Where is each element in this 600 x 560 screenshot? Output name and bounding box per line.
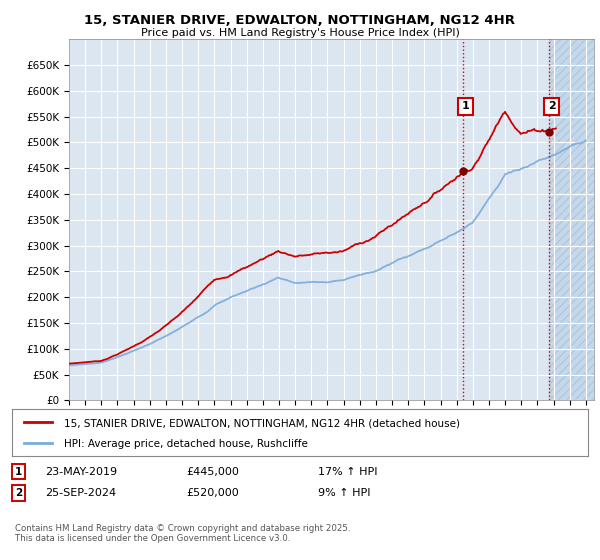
Text: Contains HM Land Registry data © Crown copyright and database right 2025.
This d: Contains HM Land Registry data © Crown c…: [15, 524, 350, 543]
Text: Price paid vs. HM Land Registry's House Price Index (HPI): Price paid vs. HM Land Registry's House …: [140, 28, 460, 38]
Bar: [549, 39, 594, 400]
Text: £520,000: £520,000: [186, 488, 239, 498]
Text: 9% ↑ HPI: 9% ↑ HPI: [318, 488, 371, 498]
Text: HPI: Average price, detached house, Rushcliffe: HPI: Average price, detached house, Rush…: [64, 439, 308, 449]
Text: £445,000: £445,000: [186, 466, 239, 477]
Text: 15, STANIER DRIVE, EDWALTON, NOTTINGHAM, NG12 4HR (detached house): 15, STANIER DRIVE, EDWALTON, NOTTINGHAM,…: [64, 418, 460, 428]
Text: 25-SEP-2024: 25-SEP-2024: [45, 488, 116, 498]
Bar: [549, 39, 594, 400]
Text: 15, STANIER DRIVE, EDWALTON, NOTTINGHAM, NG12 4HR: 15, STANIER DRIVE, EDWALTON, NOTTINGHAM,…: [85, 14, 515, 27]
Text: 2: 2: [15, 488, 22, 498]
Text: 1: 1: [461, 101, 469, 111]
Text: 17% ↑ HPI: 17% ↑ HPI: [318, 466, 377, 477]
Text: 23-MAY-2019: 23-MAY-2019: [45, 466, 117, 477]
Text: 2: 2: [548, 101, 556, 111]
Text: 1: 1: [15, 466, 22, 477]
